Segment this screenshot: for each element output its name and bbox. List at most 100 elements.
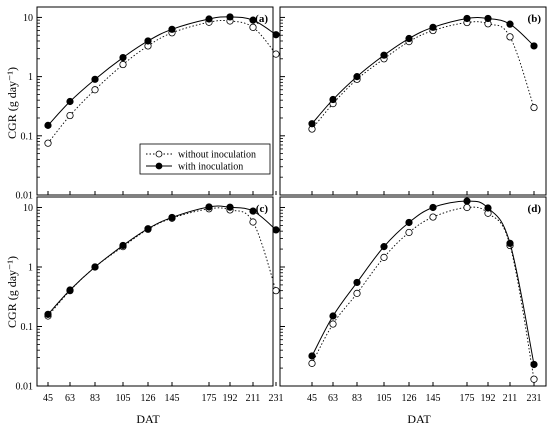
x-tick-label: 63 <box>328 393 338 404</box>
panel-label: (a) <box>255 13 268 25</box>
x-tick-label: 126 <box>402 393 417 404</box>
point-with-inoculation <box>506 20 514 28</box>
x-tick-label: 175 <box>460 393 475 404</box>
point-without-inoculation <box>380 253 388 261</box>
x-tick-label: 211 <box>246 393 261 404</box>
point-with-inoculation <box>463 14 471 23</box>
point-with-inoculation <box>249 207 257 215</box>
y-tick-label: 0.1 <box>21 322 34 333</box>
panel-frame <box>279 6 547 196</box>
point-without-inoculation <box>66 111 74 120</box>
point-without-inoculation <box>506 33 514 41</box>
series-line-with-inoculation <box>311 17 535 125</box>
panel-frame <box>279 196 547 387</box>
panel-2: (b) <box>279 6 547 196</box>
point-with-inoculation <box>226 13 234 21</box>
point-without-inoculation <box>272 50 280 58</box>
point-with-inoculation <box>205 15 213 23</box>
point-with-inoculation <box>506 239 514 247</box>
legend-box <box>139 143 271 175</box>
point-without-inoculation <box>91 86 99 94</box>
x-tick-label: 145 <box>426 393 441 404</box>
point-with-inoculation <box>353 278 361 287</box>
legend-label: with inoculation <box>178 162 243 173</box>
point-with-inoculation <box>329 95 337 104</box>
series-line-without-inoculation <box>311 21 535 130</box>
panel-frame <box>36 6 274 196</box>
point-with-inoculation <box>463 197 471 205</box>
point-without-inoculation <box>44 139 52 147</box>
x-tick-label: 45 <box>307 393 317 404</box>
point-without-inoculation <box>429 213 437 221</box>
point-without-inoculation <box>249 23 257 31</box>
point-with-inoculation <box>380 243 388 251</box>
x-tick-label: 105 <box>377 393 392 404</box>
x-tick-label: 83 <box>90 393 100 404</box>
point-with-inoculation <box>66 97 74 106</box>
point-with-inoculation <box>119 241 127 250</box>
point-with-inoculation <box>144 225 152 233</box>
point-with-inoculation <box>226 203 234 211</box>
panel-4: 45 63 83 105 126 145 175 192 211 231 (d) <box>279 196 547 404</box>
x-tick-label: 45 <box>43 393 53 404</box>
point-with-inoculation <box>484 14 492 23</box>
y-tick-label: 1 <box>28 72 33 83</box>
point-without-inoculation <box>308 359 316 367</box>
point-without-inoculation <box>463 203 471 212</box>
series-line-without-inoculation <box>47 19 277 144</box>
point-with-inoculation <box>353 73 361 81</box>
point-without-inoculation <box>272 287 280 295</box>
point-without-inoculation <box>249 218 257 226</box>
point-with-inoculation <box>429 23 437 31</box>
point-with-inoculation <box>530 360 538 369</box>
x-tick-label: 63 <box>65 393 75 404</box>
legend-marker <box>155 150 163 158</box>
point-with-inoculation <box>205 203 213 211</box>
point-with-inoculation <box>168 25 176 33</box>
point-with-inoculation <box>44 121 52 129</box>
x-tick-label: 105 <box>116 393 131 404</box>
point-with-inoculation <box>119 53 127 62</box>
y-tick-label: 10 <box>23 13 33 24</box>
y-tick-label: 0.01 <box>16 191 34 202</box>
x-tick-label: 231 <box>269 393 284 404</box>
x-tick-label: 145 <box>165 393 180 404</box>
y-tick-label: 0.1 <box>21 131 34 142</box>
y-axis-label-top: CGR (g day⁻¹) <box>5 67 19 139</box>
x-axis-label-right: DAT <box>407 412 431 426</box>
x-tick-label: 231 <box>527 393 542 404</box>
point-with-inoculation <box>530 42 538 50</box>
series-line-with-inoculation <box>47 205 277 315</box>
x-tick-label: 211 <box>503 393 518 404</box>
y-tick-label: 0.01 <box>16 382 34 393</box>
point-with-inoculation <box>249 16 257 24</box>
point-with-inoculation <box>91 263 99 271</box>
point-with-inoculation <box>484 204 492 212</box>
point-without-inoculation <box>530 375 538 383</box>
series-line-with-inoculation <box>311 200 535 365</box>
point-without-inoculation <box>530 103 538 112</box>
point-with-inoculation <box>91 75 99 83</box>
series-line-with-inoculation <box>47 16 277 126</box>
point-with-inoculation <box>380 51 388 59</box>
point-without-inoculation <box>329 320 337 328</box>
point-with-inoculation <box>329 312 337 320</box>
y-axis-label-bottom: CGR (g day⁻¹) <box>5 256 19 328</box>
point-with-inoculation <box>66 286 74 294</box>
x-tick-label: 192 <box>481 393 496 404</box>
point-with-inoculation <box>405 34 413 43</box>
y-tick-label: 1 <box>28 262 33 273</box>
panel-label: (c) <box>256 203 269 215</box>
panel-3: 0.01 0.1 1 10 45 63 83 105 126 145 175 192 211 231 (c) <box>16 196 284 404</box>
point-with-inoculation <box>308 120 316 128</box>
point-without-inoculation <box>119 60 127 69</box>
x-tick-label: 192 <box>223 393 238 404</box>
panel-label: (b) <box>528 13 542 25</box>
point-without-inoculation <box>353 289 361 297</box>
point-with-inoculation <box>405 218 413 227</box>
